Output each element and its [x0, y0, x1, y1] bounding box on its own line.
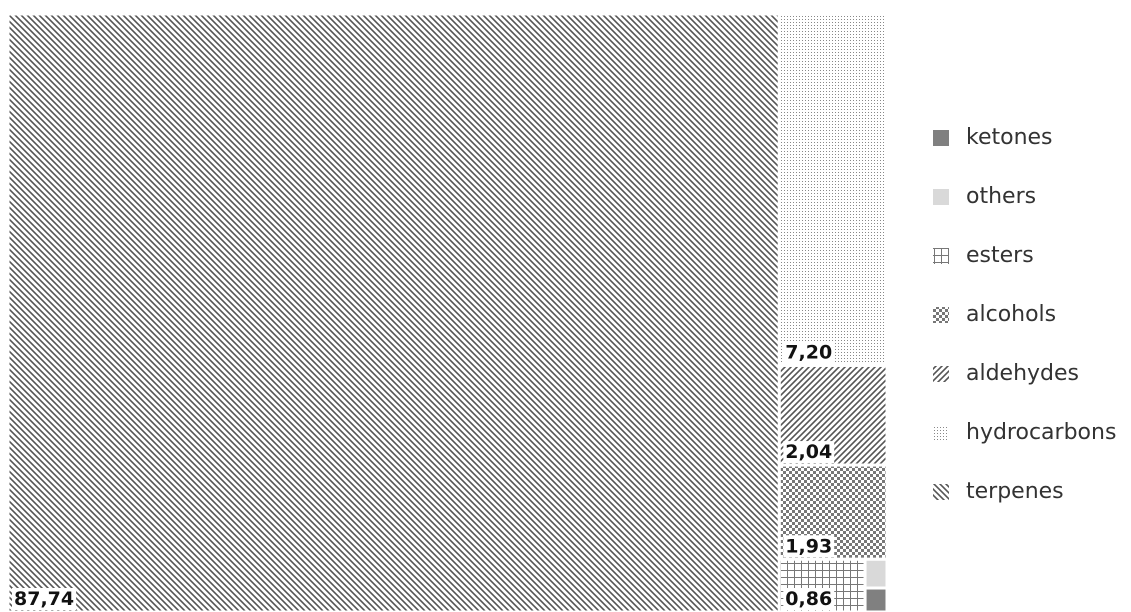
legend-label: esters	[966, 243, 1034, 268]
legend-swatch	[933, 189, 949, 205]
legend-label: others	[966, 184, 1036, 209]
treemap-cell	[6, 12, 781, 612]
value-label: 87,74	[14, 588, 74, 610]
legend-label: hydrocarbons	[966, 420, 1116, 445]
treemap-cell	[777, 12, 889, 367]
value-label-bg	[783, 341, 835, 364]
value-label-bg	[783, 588, 835, 610]
legend-swatch	[933, 366, 949, 382]
treemap-cell	[863, 586, 889, 612]
value-label: 0,86	[785, 588, 832, 610]
legend-swatch	[933, 307, 949, 323]
legend-swatch	[933, 248, 949, 264]
value-label: 2,04	[785, 441, 832, 463]
legend-swatch	[933, 425, 949, 441]
value-label: 1,93	[785, 535, 832, 557]
value-label: 7,20	[785, 341, 832, 363]
legend-label: terpenes	[966, 479, 1064, 504]
legend-swatch	[933, 484, 949, 500]
treemap-cell	[863, 557, 889, 590]
value-label-bg	[783, 535, 835, 558]
legend-swatch	[933, 130, 949, 146]
value-label-bg	[12, 588, 77, 610]
legend-label: alcohols	[966, 302, 1056, 327]
value-label-bg	[783, 441, 835, 464]
legend-label: aldehydes	[966, 361, 1079, 386]
legend-label: ketones	[966, 125, 1053, 150]
